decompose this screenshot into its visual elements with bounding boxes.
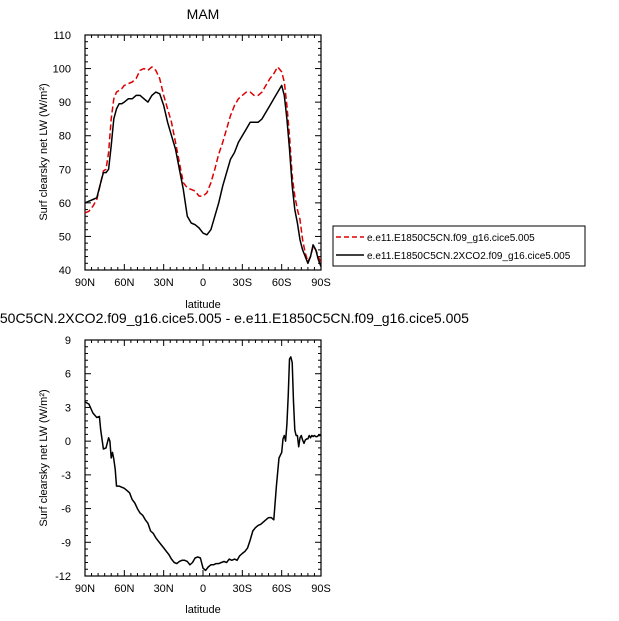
y-tick-label: 110 — [53, 30, 71, 42]
legend: e.e11.E1850C5CN.f09_g16.cice5.005 e.e11.… — [332, 225, 586, 267]
x-tick-label: 90N — [75, 583, 95, 595]
bottom-chart-title: e.e11.E1850C5CN.2XCO2.f09_g16.cice5.005 … — [0, 310, 469, 326]
x-tick-label: 60N — [114, 277, 134, 289]
x-tick-label: 0 — [200, 277, 206, 289]
x-tick-label: 60S — [272, 277, 292, 289]
y-tick-label: 0 — [65, 436, 71, 448]
y-tick-label: -12 — [55, 571, 71, 583]
top-plot-frame — [84, 34, 322, 271]
top-axis-ticks: 90N 60N 30N 0 30S 60S 90S 40 50 60 70 80 90 100 110 — [53, 30, 331, 289]
top-x-axis-label: latitude — [185, 299, 220, 311]
series-line-1 — [84, 84, 322, 267]
y-tick-label: -6 — [61, 504, 71, 516]
top-chart-title: MAM — [187, 6, 220, 22]
x-tick-label: 30N — [154, 583, 174, 595]
legend-label-2xco2: e.e11.E1850C5CN.2XCO2.f09_g16.cice5.005 — [367, 251, 571, 262]
y-tick-label: -3 — [61, 470, 71, 482]
y-tick-label: 70 — [59, 164, 71, 176]
y-tick-label: 3 — [65, 402, 71, 414]
legend-label-control: e.e11.E1850C5CN.f09_g16.cice5.005 — [367, 233, 535, 244]
x-tick-label: 30S — [233, 277, 253, 289]
y-tick-label: 80 — [59, 131, 71, 143]
bottom-x-axis-label: latitude — [185, 604, 220, 616]
series-line-0 — [84, 66, 322, 264]
x-tick-label: 90N — [75, 277, 95, 289]
top-series-lines — [84, 66, 322, 267]
x-tick-label: 90S — [311, 277, 331, 289]
y-tick-label: 50 — [59, 231, 71, 243]
x-tick-label: 60S — [272, 583, 292, 595]
x-tick-label: 30S — [233, 583, 253, 595]
top-y-axis-label: Surf clearsky net LW (W/m²) — [38, 83, 50, 220]
y-tick-label: 40 — [59, 265, 71, 277]
y-tick-label: 9 — [65, 335, 71, 347]
bottom-axis-ticks: 90N 60N 30N 0 30S 60S 90S -12 -9 -6 -3 0 3 6 9 — [55, 335, 331, 595]
y-tick-label: 60 — [59, 198, 71, 210]
x-tick-label: 90S — [311, 583, 331, 595]
bottom-series-lines — [84, 356, 321, 572]
series-line-0 — [84, 356, 321, 572]
y-tick-label: -9 — [61, 537, 71, 549]
bottom-panel: e.e11.E1850C5CN.2XCO2.f09_g16.cice5.005 … — [0, 310, 469, 616]
x-tick-label: 30N — [154, 277, 174, 289]
top-panel: MAM 90N 60N 30N 0 30S 60S 90S 40 50 60 70 80 90 100 11… — [38, 6, 586, 311]
y-tick-label: 100 — [53, 64, 71, 76]
y-tick-label: 6 — [65, 369, 71, 381]
x-tick-label: 0 — [200, 583, 206, 595]
y-tick-label: 90 — [59, 97, 71, 109]
bottom-plot-frame — [84, 339, 322, 577]
legend-box — [332, 225, 586, 267]
bottom-y-axis-label: Surf clearsky net LW (W/m²) — [38, 389, 50, 526]
x-tick-label: 60N — [114, 583, 134, 595]
